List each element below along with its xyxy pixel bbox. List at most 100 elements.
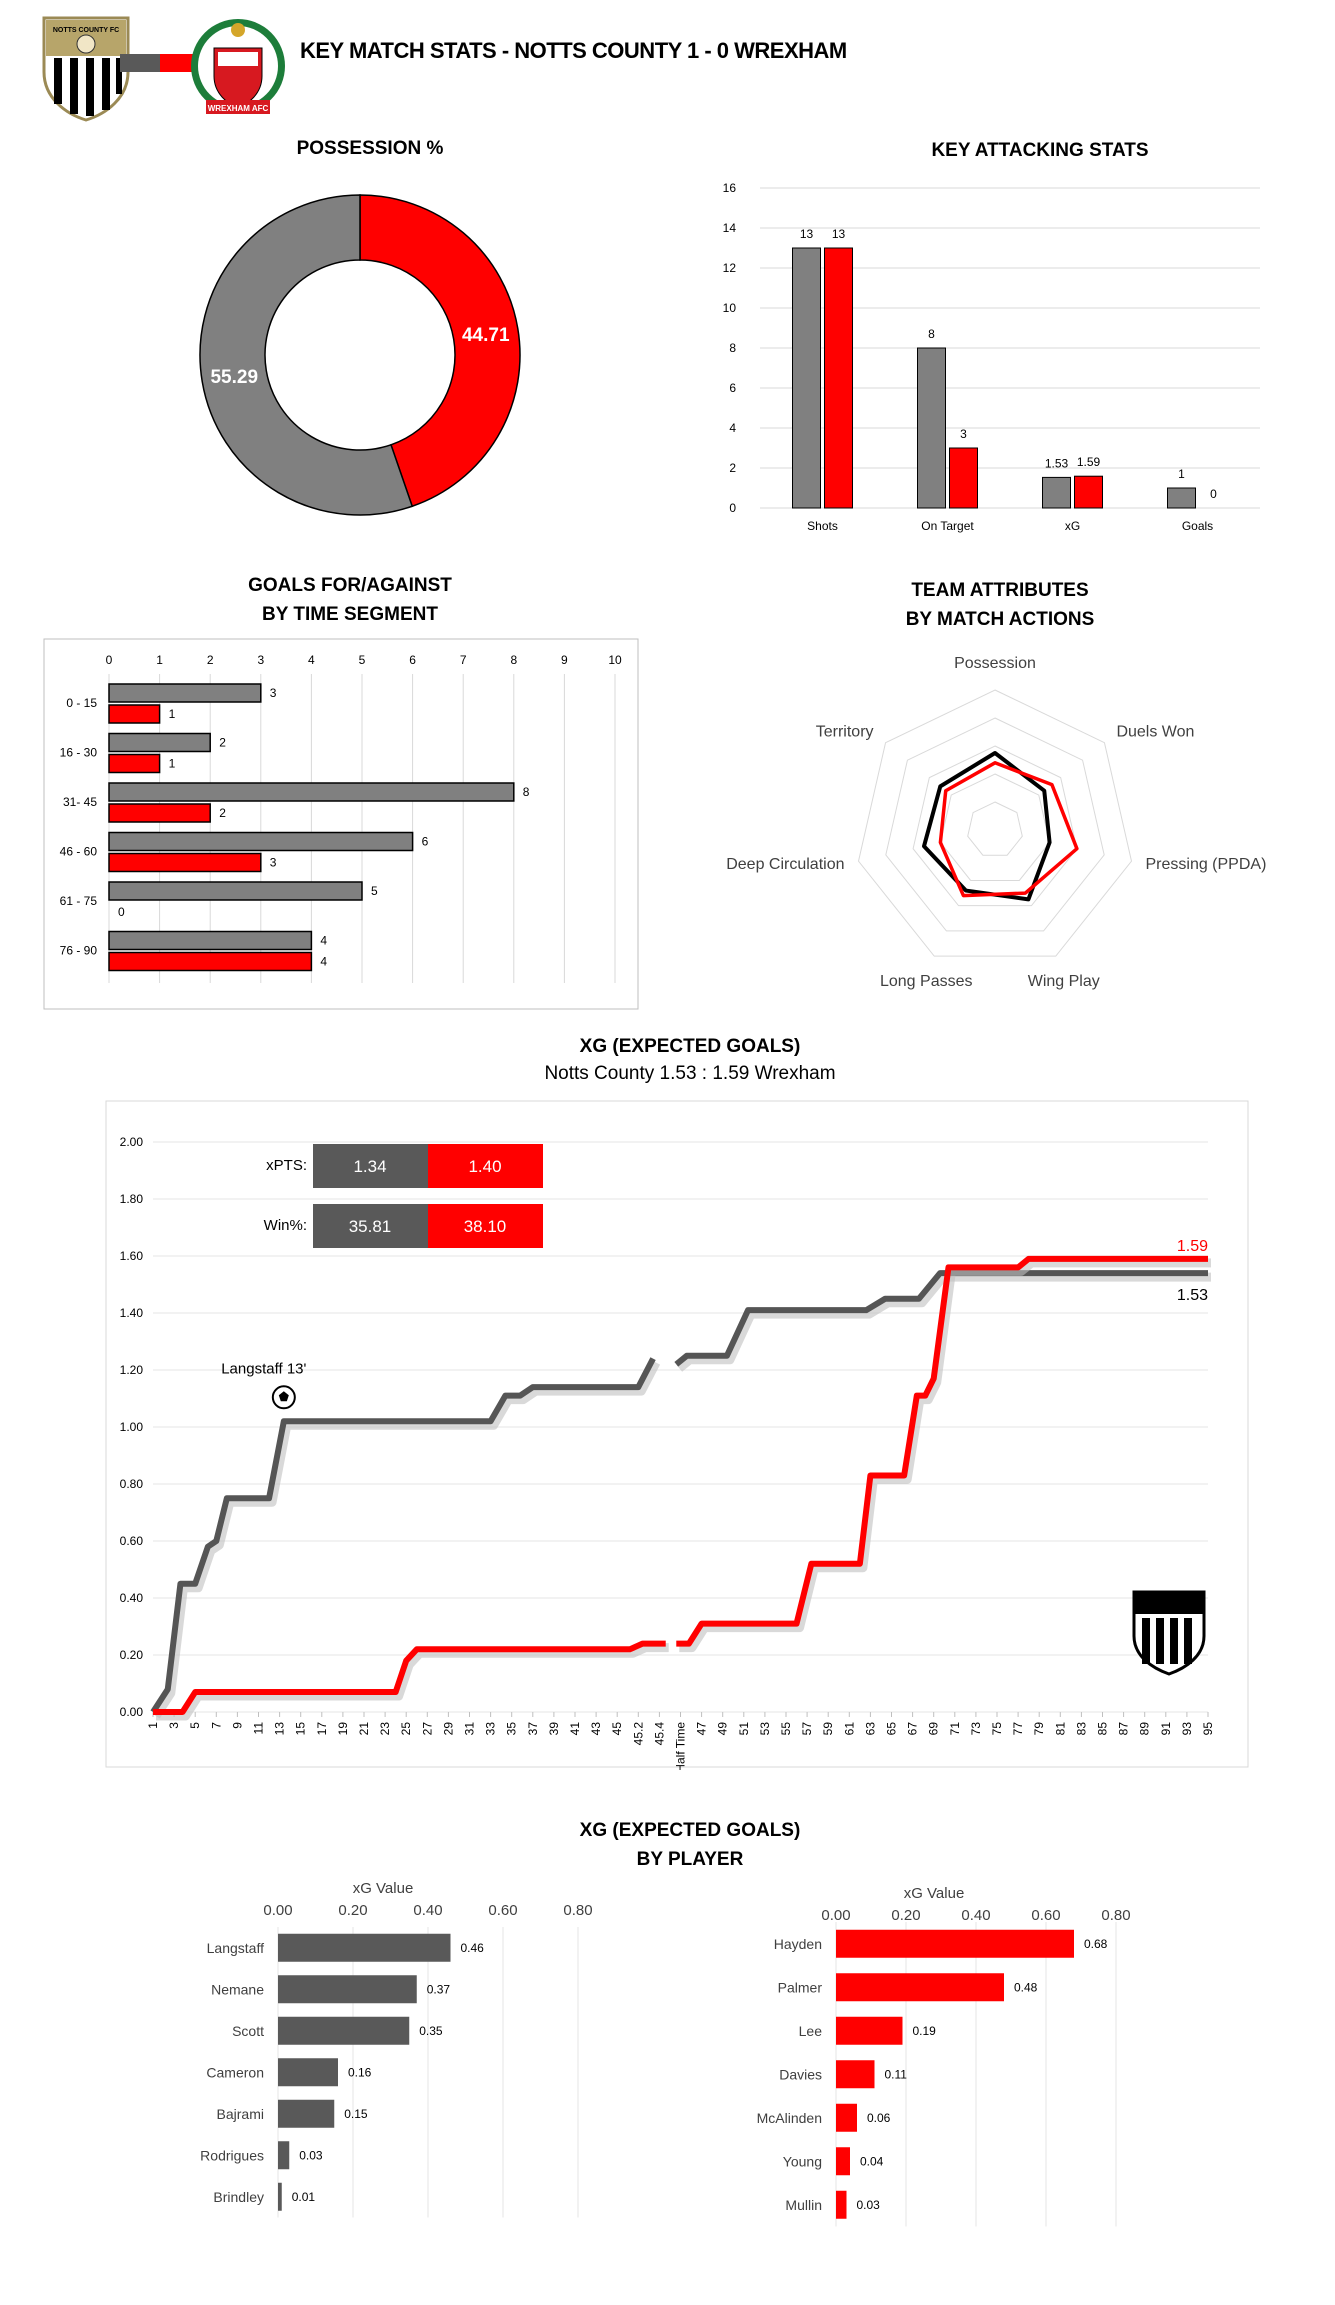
players-title-line-2: BY PLAYER xyxy=(636,1849,744,1870)
xg-x-tick: 47 xyxy=(695,1722,709,1736)
xg-y-tick: 1.40 xyxy=(120,1306,144,1320)
xg-x-tick: 77 xyxy=(1011,1722,1025,1736)
time-segment-title-line-2: BY TIME SEGMENT xyxy=(262,604,438,625)
possession-slice-1 xyxy=(359,194,521,508)
xg-x-tick: 45.4 xyxy=(652,1722,666,1746)
time-segment-bar xyxy=(108,951,313,972)
time-segment-bar-label: 5 xyxy=(371,884,378,898)
player-bar xyxy=(836,2103,857,2132)
xg-x-tick: 33 xyxy=(484,1722,498,1736)
attacking-bar-label: 1.53 xyxy=(1045,456,1069,470)
xg-x-tick: 45.2 xyxy=(631,1722,645,1746)
xg-x-tick: 49 xyxy=(716,1722,730,1736)
xg-x-tick: 41 xyxy=(568,1722,582,1736)
xg-x-tick: 13 xyxy=(273,1722,287,1736)
time-segment-bar xyxy=(108,753,161,774)
xg-x-tick: 51 xyxy=(737,1722,751,1736)
xg-x-tick: 29 xyxy=(441,1722,455,1736)
svg-text:NOTTS COUNTY FC: NOTTS COUNTY FC xyxy=(53,27,119,34)
away-badge-text: WREXHAM AFC xyxy=(208,104,269,113)
xg-x-tick: 87 xyxy=(1117,1722,1131,1736)
player-bar xyxy=(836,2016,903,2045)
xg-x-tick: 61 xyxy=(842,1722,856,1736)
possession-slice-0 xyxy=(199,194,414,516)
attacking-bar-label: 13 xyxy=(800,227,814,241)
xg-stat-away-value: 1.40 xyxy=(468,1157,501,1176)
attacking-bar-label: 8 xyxy=(928,327,935,341)
time-segment-bar xyxy=(108,930,313,951)
time-segment-category-label: 76 - 90 xyxy=(60,943,98,957)
xg-line-shadow xyxy=(676,1272,1211,1372)
time-segment-bar xyxy=(108,852,262,873)
player-bar-value: 0.16 xyxy=(348,2065,372,2079)
player-x-tick: 0.60 xyxy=(488,1902,517,1919)
possession-label-0: 55.29 xyxy=(210,367,258,388)
player-bar-value: 0.35 xyxy=(419,2024,443,2038)
xg-x-tick: 55 xyxy=(779,1722,793,1736)
time-segment-bar-label: 3 xyxy=(270,686,277,700)
watermark-stripe xyxy=(1170,1618,1178,1664)
time-segment-x-tick: 2 xyxy=(207,653,214,667)
xg-x-tick: 69 xyxy=(927,1722,941,1736)
player-bar xyxy=(836,2147,850,2176)
time-segment-category-label: 16 - 30 xyxy=(60,745,98,759)
xg-x-tick: 93 xyxy=(1180,1722,1194,1736)
xg-frame xyxy=(105,1100,1249,1768)
attacking-y-tick: 2 xyxy=(729,461,736,475)
player-axis-title: xG Value xyxy=(353,1880,414,1897)
player-bar xyxy=(278,2016,410,2045)
player-bar xyxy=(278,2182,282,2211)
time-segment-x-tick: 9 xyxy=(561,653,568,667)
attacking-bar-label: 0 xyxy=(1210,487,1217,501)
player-x-tick: 0.80 xyxy=(563,1902,592,1919)
radar-series-1 xyxy=(938,761,1079,898)
radar-ring xyxy=(939,773,1051,881)
time-segment-bar xyxy=(108,704,161,724)
attacking-category-label: xG xyxy=(1065,519,1080,533)
player-x-tick: 0.20 xyxy=(338,1902,367,1919)
player-name-label: Langstaff xyxy=(207,1940,264,1956)
player-name-label: Hayden xyxy=(774,1936,822,1952)
radar-axis-label: Deep Circulation xyxy=(726,856,844,873)
xg-x-tick: 23 xyxy=(378,1722,392,1736)
attacking-y-tick: 16 xyxy=(723,181,737,195)
player-bar xyxy=(836,1973,1004,2002)
player-bar-value: 0.03 xyxy=(299,2148,323,2162)
xg-y-tick: 0.00 xyxy=(120,1705,144,1719)
time-segment-x-tick: 6 xyxy=(409,653,416,667)
attacking-bar xyxy=(949,447,978,509)
xg-x-tick: 15 xyxy=(294,1722,308,1736)
notts-county-badge: NOTTS COUNTY FC xyxy=(42,16,130,122)
player-name-label: Rodrigues xyxy=(200,2147,264,2163)
player-x-tick: 0.80 xyxy=(1101,1907,1130,1924)
attacking-y-tick: 14 xyxy=(723,221,737,235)
xg-y-tick: 1.00 xyxy=(120,1420,144,1434)
attacking-y-tick: 8 xyxy=(729,341,736,355)
attacking-y-tick: 6 xyxy=(729,381,736,395)
xg-line-series-1 xyxy=(153,1640,666,1715)
player-bar-value: 0.46 xyxy=(461,1941,485,1955)
radar-axis-label: Territory xyxy=(816,724,874,741)
xg-x-tick: 45 xyxy=(610,1722,624,1736)
xg-title: XG (EXPECTED GOALS) xyxy=(579,1036,801,1057)
xg-line-series-0 xyxy=(150,1357,656,1714)
xg-x-tick: 85 xyxy=(1096,1722,1110,1736)
time-segment-x-tick: 1 xyxy=(156,653,163,667)
xg-x-tick: 83 xyxy=(1074,1722,1088,1736)
xg-x-tick: 21 xyxy=(357,1722,371,1736)
watermark-stripe xyxy=(1142,1618,1150,1664)
attacking-bar xyxy=(1042,476,1071,509)
attributes-title: TEAM ATTRIBUTES BY MATCH ACTIONS xyxy=(850,576,1150,634)
radar-axis-label: Long Passes xyxy=(880,973,973,990)
time-segment-bar-label: 6 xyxy=(422,835,429,849)
player-bar xyxy=(836,2060,875,2089)
player-bar xyxy=(836,1929,1074,1958)
time-segment-title-line-1: GOALS FOR/AGAINST xyxy=(248,575,452,596)
xg-line-shadow xyxy=(152,1360,661,1719)
time-segment-category-label: 61 - 75 xyxy=(60,894,98,908)
xg-x-tick: 37 xyxy=(526,1722,540,1736)
xg-x-tick: 35 xyxy=(505,1722,519,1736)
attacking-bar xyxy=(792,247,821,509)
time-segment-bar xyxy=(108,831,414,852)
player-bar xyxy=(278,1933,451,1962)
